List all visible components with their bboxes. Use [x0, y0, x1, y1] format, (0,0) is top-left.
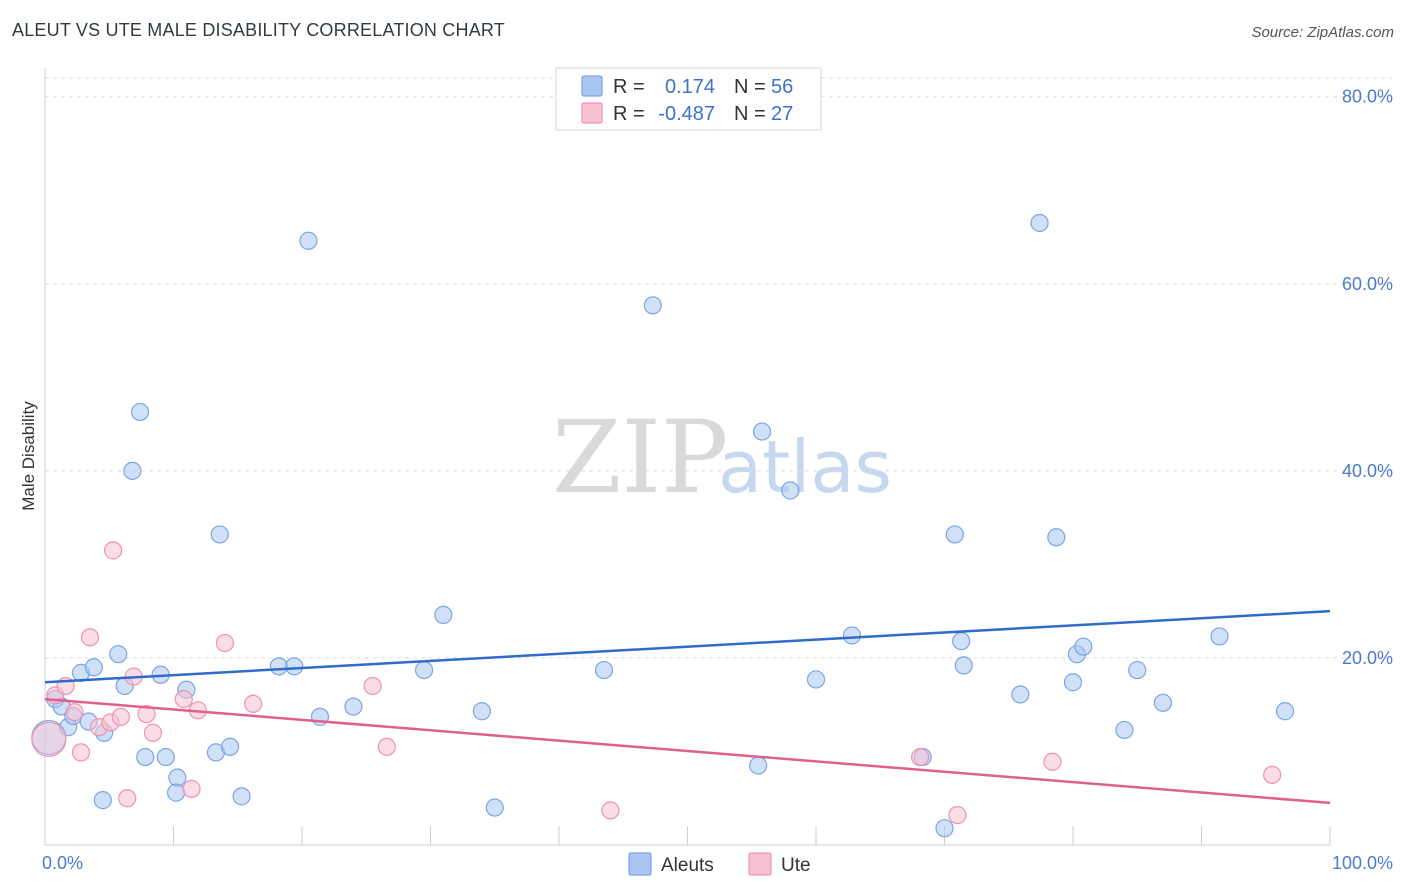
point-aleuts-13 — [123, 461, 142, 480]
bottom-legend-label-ute: Ute — [781, 855, 811, 876]
legend-r-label-ute: R = — [613, 103, 645, 125]
x-tick-label-0: 0.0% — [42, 853, 83, 873]
source-label: Source: ZipAtlas.com — [1251, 24, 1394, 41]
point-aleuts-52 — [1128, 660, 1147, 680]
point-ute-21 — [601, 801, 620, 820]
point-aleuts-47 — [1047, 528, 1066, 547]
trend-lines — [44, 609, 1331, 805]
point-ute-3 — [65, 703, 84, 722]
point-ute-22 — [910, 747, 930, 767]
point-aleuts-42 — [945, 525, 964, 544]
point-aleuts-51 — [1115, 720, 1134, 740]
point-aleuts-18 — [166, 783, 186, 802]
point-ute-24 — [1043, 752, 1062, 771]
trend-line-aleuts — [44, 609, 1331, 684]
legend-n-value-aleuts: 56 — [771, 76, 793, 98]
point-aleuts-36 — [752, 422, 772, 441]
point-aleuts-53 — [1153, 693, 1173, 712]
point-aleuts-21 — [210, 525, 229, 544]
point-aleuts-31 — [472, 702, 491, 721]
point-aleuts-32 — [485, 798, 504, 817]
point-aleuts-50 — [1074, 637, 1093, 656]
point-aleuts-35 — [749, 756, 768, 775]
point-ute-18 — [244, 694, 263, 713]
point-aleuts-10 — [109, 645, 128, 664]
legend-r-label-aleuts: R = — [613, 76, 645, 98]
point-ute-12 — [137, 704, 156, 724]
point-aleuts-14 — [136, 747, 155, 767]
bottom-legend-swatch-aleuts — [628, 852, 652, 876]
point-aleuts-38 — [806, 670, 826, 689]
point-aleuts-26 — [299, 231, 318, 250]
point-aleuts-22 — [220, 737, 240, 756]
point-aleuts-45 — [1011, 685, 1030, 704]
point-aleuts-54 — [1210, 627, 1229, 646]
chart-title: ALEUT VS UTE MALE DISABILITY CORRELATION… — [12, 20, 505, 40]
point-aleuts-41 — [935, 819, 954, 838]
point-aleuts-34 — [643, 296, 662, 315]
legend-swatch-ute — [581, 102, 603, 124]
point-aleuts-23 — [232, 787, 251, 806]
point-aleuts-16 — [156, 747, 175, 767]
point-aleuts-29 — [414, 660, 434, 680]
y-tick-label-40: 40.0% — [1342, 461, 1393, 481]
point-aleuts-7 — [84, 658, 103, 677]
point-aleuts-46 — [1030, 213, 1049, 233]
point-ute-0 — [31, 721, 67, 757]
point-aleuts-30 — [434, 605, 453, 625]
bottom-legend-swatch-ute — [748, 852, 772, 876]
point-ute-13 — [143, 723, 163, 742]
point-aleuts-17 — [168, 768, 187, 787]
bottom-legend-label-aleuts: Aleuts — [661, 855, 714, 876]
watermark-atlas: atlas — [718, 425, 892, 509]
point-ute-8 — [104, 541, 123, 560]
legend-swatch-aleuts — [581, 75, 603, 97]
point-aleuts-28 — [344, 697, 363, 716]
top-legend: R = 0.174 N = 56 R = -0.487 N = 27 — [555, 67, 822, 131]
trend-line-ute — [44, 697, 1331, 805]
point-aleuts-48 — [1063, 673, 1083, 692]
point-ute-23 — [948, 805, 967, 825]
point-ute-20 — [377, 737, 396, 756]
point-aleuts-39 — [842, 626, 862, 645]
point-ute-10 — [118, 789, 137, 808]
point-ute-4 — [71, 743, 91, 762]
y-tick-label-20: 20.0% — [1342, 648, 1393, 668]
point-ute-25 — [1263, 765, 1282, 784]
point-aleuts-24 — [269, 657, 288, 676]
y-tick-label-80: 80.0% — [1342, 87, 1393, 107]
data-points — [31, 213, 1295, 838]
y-tick-labels: 20.0% 40.0% 60.0% 80.0% — [1342, 87, 1393, 668]
point-ute-15 — [182, 779, 201, 798]
legend-r-value-aleuts: 0.174 — [665, 76, 715, 98]
y-axis-title: Male Disability — [19, 401, 38, 511]
point-aleuts-12 — [130, 402, 150, 422]
point-aleuts-25 — [285, 657, 304, 676]
point-aleuts-44 — [954, 656, 973, 675]
point-ute-5 — [80, 628, 100, 647]
legend-r-value-ute: -0.487 — [658, 103, 715, 125]
y-tick-label-60: 60.0% — [1342, 274, 1393, 294]
x-ticks — [44, 826, 1331, 845]
point-ute-19 — [363, 676, 382, 696]
point-aleuts-8 — [93, 791, 112, 810]
legend-n-label-ute: N = — [734, 103, 766, 125]
bottom-legend: Aleuts Ute — [628, 852, 811, 876]
watermark-zip: ZIP — [552, 399, 728, 516]
point-aleuts-33 — [594, 660, 614, 680]
point-ute-14 — [174, 689, 193, 709]
grid-lines — [45, 77, 1392, 659]
point-ute-17 — [215, 633, 234, 653]
point-aleuts-43 — [952, 631, 971, 651]
legend-n-value-ute: 27 — [771, 103, 793, 125]
point-ute-9 — [111, 707, 130, 726]
point-aleuts-55 — [1275, 702, 1295, 721]
legend-n-label-aleuts: N = — [734, 76, 766, 98]
x-tick-labels: 0.0% 100.0% — [42, 853, 1393, 873]
x-tick-label-100: 100.0% — [1332, 853, 1393, 873]
point-aleuts-37 — [781, 481, 800, 500]
